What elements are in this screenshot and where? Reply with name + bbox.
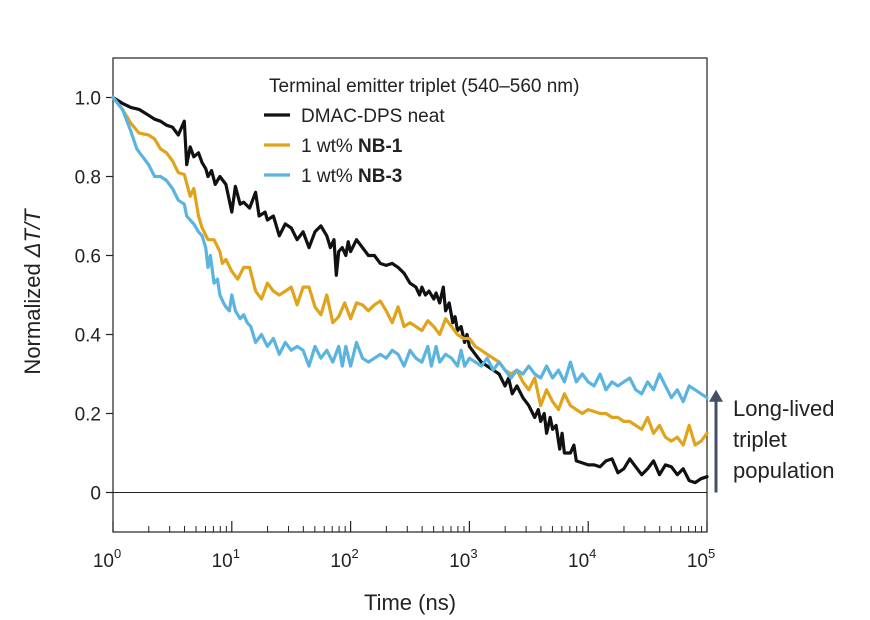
legend: Terminal emitter triplet (540–560 nm) DM… (264, 76, 579, 187)
y-axis-title-prefix: Normalized (20, 257, 45, 374)
x-tick-base: 10 (212, 551, 233, 572)
annotation-line-1: Long-lived (733, 396, 835, 421)
x-tick-exponent: 4 (589, 546, 596, 561)
x-tick-exponent: 1 (233, 546, 240, 561)
x-tick-exponent: 5 (708, 546, 715, 561)
x-tick-label: 105 (687, 546, 715, 572)
y-axis-title-symbol: ΔT/T (20, 208, 45, 258)
x-tick-base: 10 (568, 551, 589, 572)
y-tick-label: 0.6 (75, 247, 101, 268)
x-tick-label: 104 (568, 546, 596, 572)
x-axis-title: Time (ns) (364, 590, 456, 615)
series-line-2 (111, 95, 709, 447)
legend-label-text: 1 wt% (301, 166, 358, 187)
legend-label: 1 wt% NB-1 (301, 136, 403, 157)
legend-label: 1 wt% NB-3 (301, 166, 402, 187)
annotation: Long-lived triplet population (709, 389, 835, 493)
legend-label-bold: NB-1 (358, 136, 403, 157)
series-line-1 (111, 95, 709, 485)
x-tick-label: 100 (93, 546, 121, 572)
legend-label-bold: NB-3 (358, 166, 402, 187)
y-axis: 1.0 0.8 0.6 0.4 0.2 0 (75, 89, 113, 505)
x-tick-base: 10 (687, 551, 708, 572)
series-group (111, 95, 709, 485)
x-tick-base: 10 (93, 551, 114, 572)
annotation-line-2: triplet (733, 427, 787, 452)
x-tick-exponent: 0 (114, 546, 121, 561)
series-line-3 (111, 95, 709, 404)
x-tick-exponent: 3 (470, 546, 477, 561)
plot-frame (112, 57, 708, 533)
y-tick-label: 0.8 (75, 168, 101, 189)
y-tick-label: 0 (90, 484, 101, 505)
y-tick-label: 1.0 (75, 89, 101, 110)
legend-label: DMAC-DPS neat (301, 106, 445, 127)
annotation-arrowhead-icon (709, 389, 723, 402)
legend-title: Terminal emitter triplet (540–560 nm) (269, 76, 579, 97)
legend-label-text: DMAC-DPS neat (301, 106, 445, 127)
annotation-line-3: population (733, 458, 835, 483)
x-tick-exponent: 2 (352, 546, 359, 561)
x-tick-base: 10 (449, 551, 470, 572)
y-tick-label: 0.4 (75, 326, 102, 347)
x-tick-label: 101 (212, 546, 240, 572)
legend-label-text: 1 wt% (301, 136, 358, 157)
x-axis: 100 101 102 103 104 105 (93, 521, 715, 572)
x-tick-label: 102 (330, 546, 358, 572)
y-tick-label: 0.2 (75, 405, 101, 426)
x-tick-base: 10 (330, 551, 351, 572)
y-axis-title: Normalized ΔT/T (20, 208, 45, 375)
x-tick-label: 103 (449, 546, 477, 572)
